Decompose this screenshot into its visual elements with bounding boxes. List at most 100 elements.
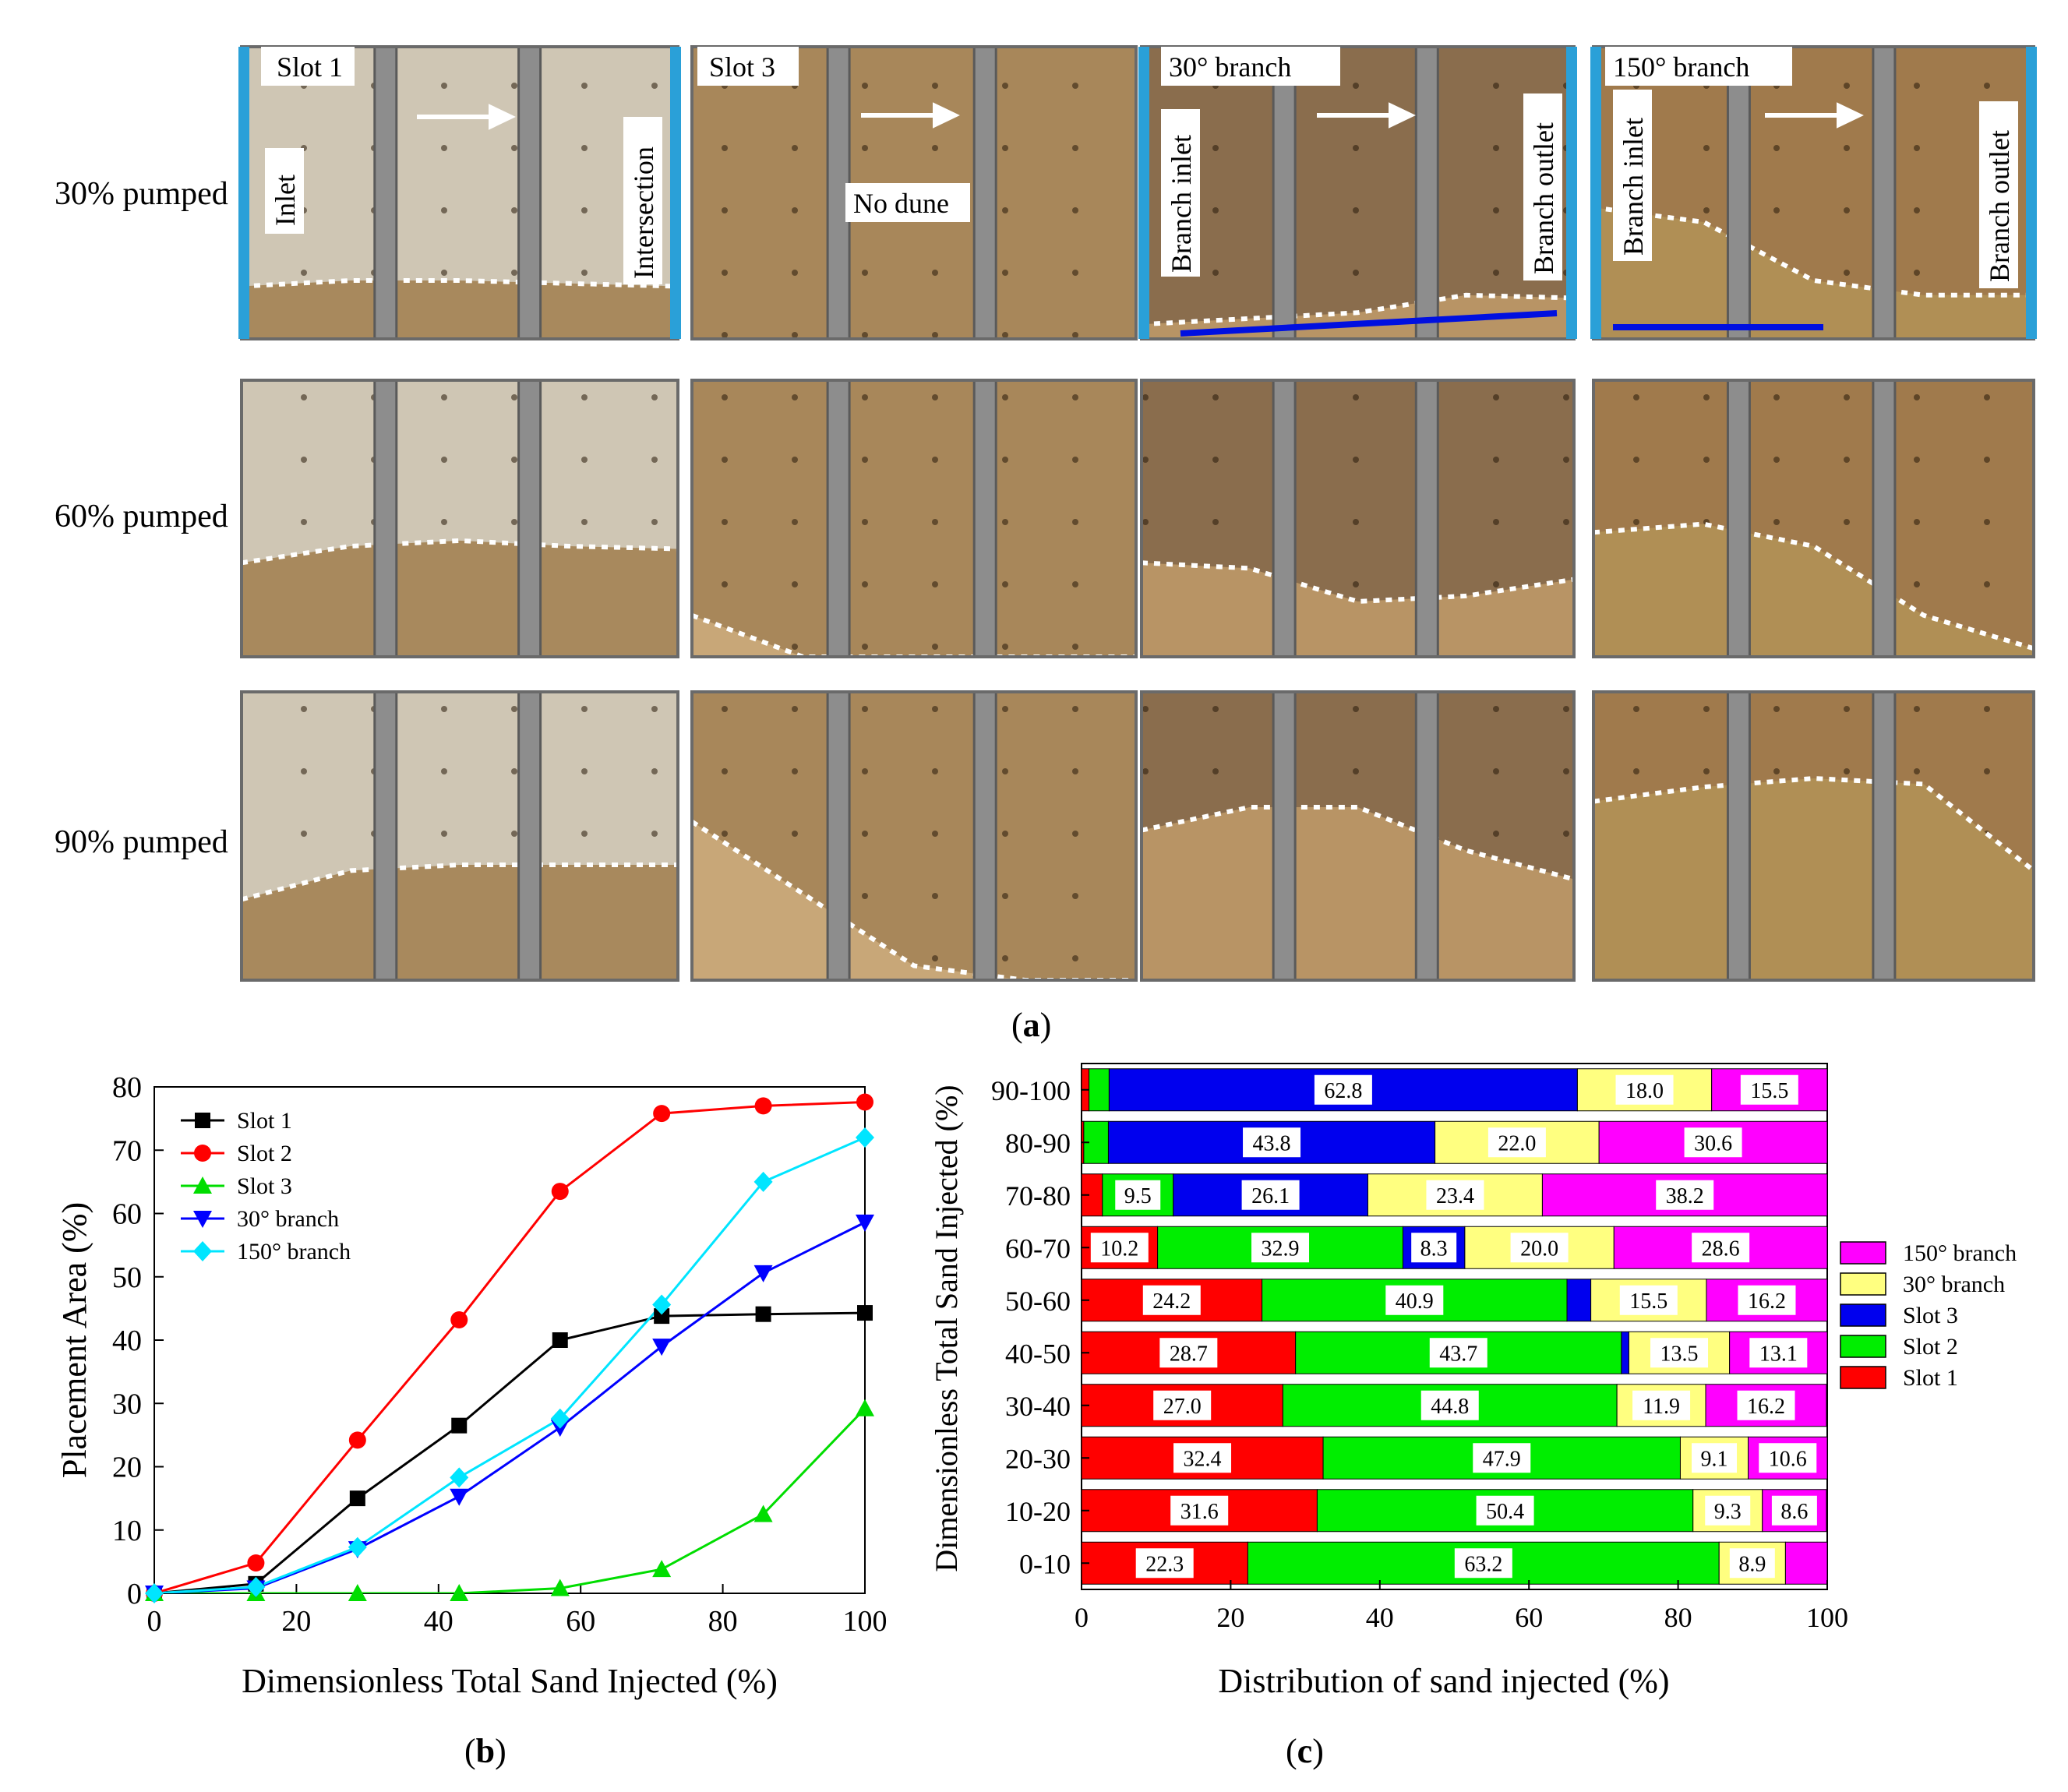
c-label-8-4: 30.6 — [1694, 1131, 1732, 1155]
b-point-1-2 — [348, 1431, 366, 1449]
annotation-inlet: Inlet — [270, 175, 301, 226]
b-point-3-6 — [753, 1265, 773, 1282]
b-point-1-7 — [856, 1093, 873, 1111]
photo-bar-r1c0-1 — [517, 379, 542, 658]
inlet-box — [265, 148, 304, 234]
c-ytick-label-1: 10-20 — [1005, 1496, 1071, 1527]
c-label-2-3: 9.1 — [1701, 1447, 1728, 1471]
photo-bar-r1c2-0 — [1272, 379, 1297, 658]
c-legend-swatch-0 — [1840, 1241, 1886, 1265]
annotation-branch-inlet-150: Branch inlet — [1618, 118, 1649, 256]
b-point-1-5 — [653, 1105, 671, 1123]
intersection-box — [623, 117, 662, 284]
photo-bar-r2c0-1 — [517, 690, 542, 982]
c-label-4-4: 13.1 — [1759, 1342, 1798, 1366]
dune-line-r2c0 — [241, 862, 678, 902]
b-point-0-6 — [755, 1306, 771, 1322]
header-box-150-branch — [1605, 47, 1792, 86]
dune-line-r1c2 — [1141, 560, 1575, 605]
sand-fill-r2c1 — [692, 821, 1136, 980]
c-legend-label-2: Slot 3 — [1903, 1303, 1958, 1328]
b-line-0 — [154, 1311, 865, 1593]
c-label-9-3: 18.0 — [1625, 1079, 1664, 1103]
b-point-4-5 — [652, 1294, 672, 1315]
photo-edge-right-r0c2 — [1566, 47, 1577, 339]
c-label-bg-7-3 — [1426, 1180, 1484, 1210]
c-label-bg-2-1 — [1473, 1443, 1531, 1473]
dune-line-r0c2 — [1141, 292, 1575, 327]
photo-frame-r2c3 — [1592, 690, 2035, 982]
photo-bar-r1c3-0 — [1726, 379, 1751, 658]
sand-fill-r1c3 — [1593, 524, 2034, 657]
b-ytick-label-50: 50 — [112, 1261, 142, 1294]
plot-frame-c — [1081, 1063, 1828, 1590]
c-label-0-0: 22.3 — [1145, 1552, 1184, 1576]
sand-fill-r1c1 — [692, 615, 1136, 657]
b-legend-marker-2 — [193, 1176, 212, 1194]
b-legend-label-3: 30° branch — [237, 1206, 339, 1232]
panel-label-c: (c) — [1286, 1732, 1324, 1770]
flow-arrow-head-30-branch — [1389, 102, 1416, 129]
photo-bar-r0c2-0 — [1272, 45, 1297, 340]
c-ytick-label-9: 90-100 — [991, 1075, 1071, 1106]
photo-bar-r1c3-1 — [1872, 379, 1897, 658]
dune-line-r1c3 — [1593, 521, 2034, 651]
c-xtick-label-0: 0 — [1075, 1602, 1089, 1633]
c-label-bg-5-3 — [1619, 1285, 1678, 1315]
c-label-bg-2-4 — [1759, 1443, 1817, 1473]
panel-c-stacked-bar-chart: 22.3 63.2 8.9 31.6 50.4 9.3 8.6 32.4 47.9 9.1 10.6… — [991, 1063, 2017, 1633]
b-legend-label-0: Slot 1 — [237, 1108, 292, 1134]
header-30-branch: 30° branch — [1169, 51, 1291, 83]
c-label-bg-9-4 — [1740, 1074, 1798, 1105]
c-legend-swatch-1 — [1840, 1272, 1886, 1296]
b-ytick-label-30: 30 — [112, 1388, 142, 1420]
c-label-6-1: 32.9 — [1262, 1236, 1300, 1261]
photo-frame-r0c1 — [690, 45, 1138, 340]
b-point-2-6 — [753, 1505, 773, 1522]
c-label-bg-3-4 — [1737, 1390, 1795, 1420]
b-point-1-1 — [247, 1554, 265, 1572]
c-legend-swatch-4 — [1840, 1366, 1886, 1389]
sand-fill-r2c2 — [1142, 807, 1574, 980]
c-xtick-label-80: 80 — [1664, 1602, 1692, 1633]
b-point-2-3 — [450, 1584, 469, 1601]
c-legend-swatch-3 — [1840, 1335, 1886, 1358]
c-axis-ticks: 0-10 10-20 20-30 30-40 40-50 50-60 60-70 70-80 8… — [991, 1075, 1848, 1633]
c-label-bg-7-1 — [1115, 1180, 1161, 1210]
c-label-bg-3-1 — [1420, 1390, 1479, 1420]
c-ytick-label-6: 60-70 — [1005, 1233, 1071, 1264]
b-xtick-label-40: 40 — [424, 1605, 453, 1638]
no-dune-box — [845, 183, 970, 222]
photo-bar-r0c0-0 — [373, 45, 398, 340]
c-label-bg-0-1 — [1454, 1548, 1512, 1579]
sand-fill-r0c0 — [242, 280, 678, 339]
photo-dots-r1c1 — [692, 380, 1136, 657]
c-label-bg-9-2 — [1314, 1074, 1372, 1105]
c-label-bg-1-3 — [1705, 1495, 1751, 1526]
c-label-bg-6-4 — [1692, 1233, 1750, 1263]
b-point-3-5 — [652, 1339, 672, 1356]
c-label-0-3: 8.9 — [1738, 1552, 1766, 1576]
b-xtick-label-60: 60 — [566, 1605, 595, 1638]
branch-floor-line-30 — [1180, 310, 1558, 337]
branch-inlet-box-150 — [1613, 90, 1652, 261]
c-xlabel: Distribution of sand injected (%) — [1218, 1662, 1669, 1700]
b-point-4-1 — [246, 1576, 266, 1597]
c-label-4-0: 28.7 — [1170, 1342, 1208, 1366]
c-ytick-label-0: 0-10 — [1019, 1548, 1071, 1579]
b-point-3-3 — [450, 1488, 469, 1506]
b-ylabel: Placement Area (%) — [55, 1202, 94, 1478]
photo-bar-r2c2-0 — [1272, 690, 1297, 982]
flow-arrow-head-150-branch — [1837, 102, 1864, 129]
b-point-0-4 — [552, 1332, 568, 1348]
photo-bar-r0c2-1 — [1414, 45, 1439, 340]
c-label-bg-1-0 — [1170, 1495, 1229, 1526]
c-label-5-1: 40.9 — [1396, 1289, 1434, 1314]
c-label-1-1: 50.4 — [1486, 1500, 1524, 1524]
c-label-4-3: 13.5 — [1660, 1342, 1699, 1366]
sand-fill-r0c3 — [1593, 207, 2034, 339]
branch-inlet-box-30 — [1161, 109, 1200, 277]
c-xtick-label-20: 20 — [1216, 1602, 1244, 1633]
flow-arrow-head-slot1 — [489, 104, 516, 130]
b-xlabel: Dimensionless Total Sand Injected (%) — [242, 1662, 778, 1700]
